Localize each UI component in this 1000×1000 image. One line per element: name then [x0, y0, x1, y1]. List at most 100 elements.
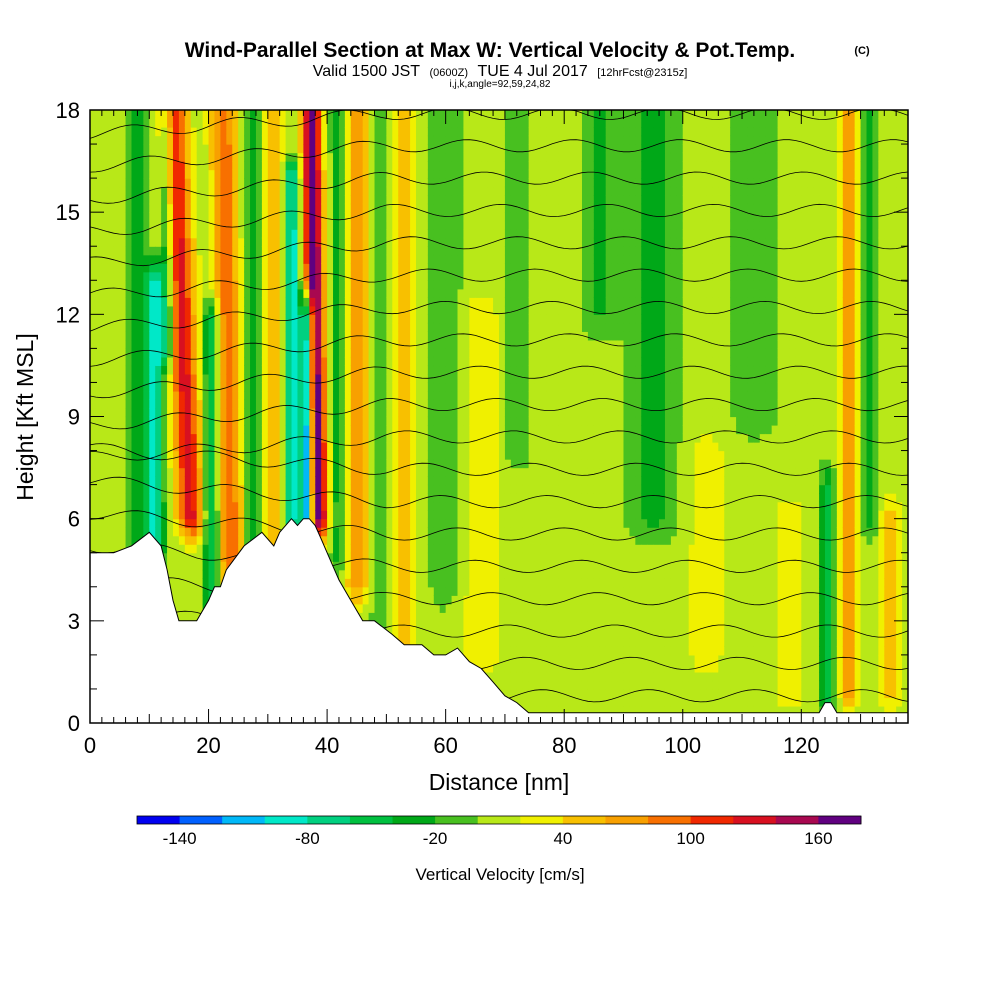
velocity-cell: [386, 450, 393, 460]
velocity-cell: [202, 203, 210, 213]
velocity-cell: [433, 450, 441, 460]
velocity-cell: [398, 544, 405, 554]
velocity-cell: [392, 467, 399, 477]
velocity-cell: [333, 527, 340, 537]
velocity-cell: [220, 390, 227, 401]
velocity-cell: [155, 288, 162, 298]
velocity-cell: [380, 527, 387, 537]
velocity-cell: [137, 169, 144, 179]
velocity-cell: [338, 212, 346, 222]
velocity-cell: [155, 246, 162, 256]
velocity-cell: [149, 135, 156, 145]
velocity-cell: [374, 442, 382, 452]
velocity-cell: [368, 484, 376, 494]
velocity-cell: [475, 263, 482, 273]
velocity-cell: [421, 569, 429, 579]
velocity-cell: [226, 144, 233, 154]
velocity-cell: [368, 220, 376, 230]
velocity-cell: [386, 322, 393, 332]
velocity-cell: [327, 169, 334, 179]
velocity-cell: [285, 399, 293, 409]
velocity-cell: [261, 195, 269, 205]
velocity-cell: [350, 459, 358, 469]
velocity-cell: [309, 220, 316, 230]
velocity-cell: [226, 493, 233, 503]
velocity-cell: [327, 186, 334, 196]
velocity-cell: [463, 407, 470, 418]
velocity-cell: [374, 603, 382, 613]
velocity-cell: [131, 280, 139, 290]
velocity-cell: [439, 518, 447, 528]
velocity-cell: [404, 416, 411, 426]
velocity-cell: [161, 459, 168, 469]
velocity-cell: [297, 450, 304, 460]
velocity-cell: [107, 518, 115, 528]
velocity-cell: [344, 561, 352, 571]
velocity-cell: [232, 203, 239, 213]
velocity-cell: [285, 212, 293, 222]
velocity-cell: [333, 348, 340, 358]
velocity-cell: [113, 135, 121, 145]
velocity-cell: [255, 459, 263, 469]
velocity-cell: [457, 382, 465, 392]
velocity-cell: [119, 280, 127, 290]
velocity-cell: [338, 569, 346, 579]
velocity-cell: [137, 365, 144, 375]
velocity-cell: [149, 254, 156, 264]
velocity-cell: [238, 127, 245, 137]
velocity-cell: [190, 237, 198, 247]
velocity-cell: [445, 501, 453, 511]
velocity-cell: [143, 382, 150, 392]
velocity-cell: [250, 305, 257, 315]
velocity-cell: [285, 425, 293, 435]
velocity-cell: [309, 186, 316, 196]
velocity-cell: [101, 203, 109, 213]
velocity-cell: [421, 637, 429, 647]
velocity-cell: [493, 578, 500, 588]
velocity-cell: [469, 646, 476, 656]
velocity-cell: [250, 390, 257, 401]
velocity-cell: [344, 399, 352, 409]
velocity-cell: [333, 186, 340, 196]
velocity-cell: [350, 501, 358, 511]
velocity-cell: [439, 263, 447, 273]
velocity-cell: [208, 467, 216, 477]
velocity-cell: [321, 178, 328, 188]
velocity-cell: [161, 280, 168, 290]
velocity-cell: [184, 484, 192, 494]
velocity-cell: [445, 535, 453, 545]
velocity-cell: [327, 280, 334, 290]
velocity-cell: [356, 186, 364, 196]
velocity-cell: [386, 212, 393, 222]
velocity-cell: [184, 220, 192, 230]
velocity-cell: [487, 493, 494, 503]
velocity-cell: [386, 297, 393, 307]
velocity-cell: [386, 152, 393, 162]
velocity-cell: [303, 263, 310, 273]
velocity-cell: [255, 527, 263, 537]
velocity-cell: [451, 263, 459, 273]
velocity-cell: [161, 110, 168, 120]
velocity-cell: [149, 195, 156, 205]
velocity-cell: [315, 314, 322, 324]
velocity-cell: [273, 195, 281, 205]
velocity-cell: [190, 510, 198, 520]
velocity-cell: [427, 484, 435, 494]
velocity-cell: [356, 288, 364, 298]
velocity-cell: [333, 390, 340, 401]
velocity-cell: [291, 212, 299, 222]
velocity-cell: [95, 416, 103, 426]
velocity-cell: [457, 178, 465, 188]
velocity-cell: [214, 476, 222, 486]
velocity-cell: [297, 237, 304, 247]
velocity-cell: [220, 203, 227, 213]
velocity-cell: [131, 331, 139, 341]
velocity-cell: [238, 467, 245, 477]
velocity-cell: [463, 246, 470, 256]
velocity-cell: [350, 195, 358, 205]
velocity-cell: [202, 288, 210, 298]
velocity-cell: [220, 518, 227, 528]
velocity-cell: [184, 595, 192, 605]
velocity-cell: [433, 544, 441, 554]
velocity-cell: [279, 348, 287, 358]
